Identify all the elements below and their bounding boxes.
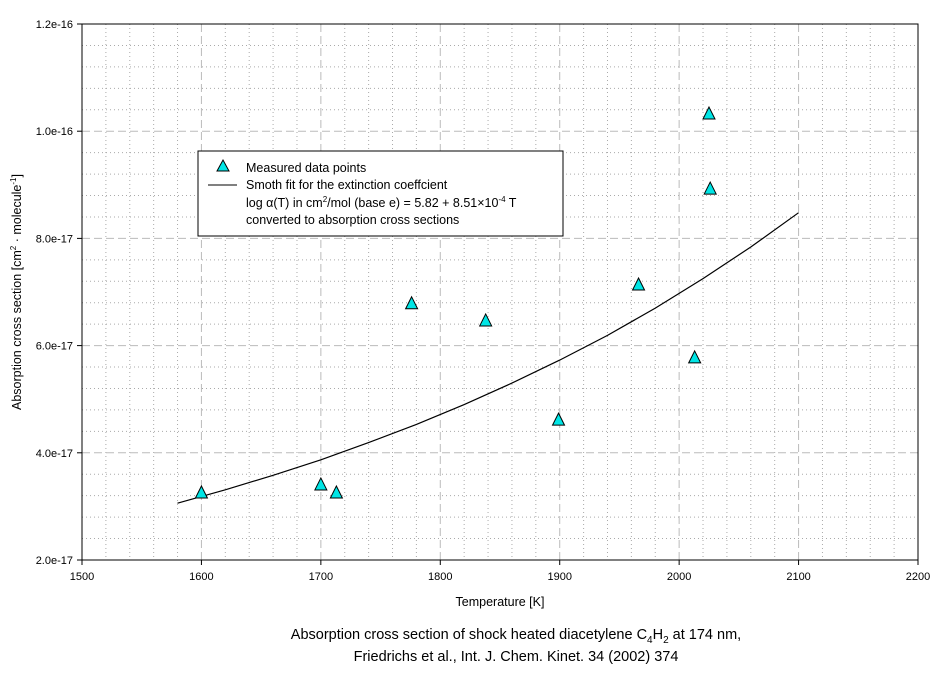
x-tick-label: 2200 [906,571,930,583]
x-tick-label: 1800 [428,571,452,583]
data-points-layer [194,105,718,499]
data-point-triangle [329,484,344,499]
y-tick-label: 2.0e-17 [36,555,73,567]
legend-entry-fit-formula: log α(T) in cm2/mol (base e) = 5.82 + 8.… [246,195,517,210]
data-point-triangle [478,312,493,327]
y-tick-label: 1.0e-16 [36,126,73,138]
data-point-triangle [631,276,646,291]
data-point-triangle [687,349,702,364]
legend-triangle-marker [216,158,230,172]
data-point-triangle [703,180,718,195]
x-tick-label: 1700 [309,571,333,583]
y-tick-label: 4.0e-17 [36,448,73,460]
y-axis-label: Absorption cross section [cm2 · molecule… [9,174,24,410]
x-tick-label: 2000 [667,571,691,583]
x-axis-label: Temperature [K] [456,595,545,609]
data-point-triangle [314,476,328,491]
axis-ticks: 1500 1600 1700 1800 1900 2000 2100 2200 2.0e-17 4… [36,19,931,583]
data-point-triangle [551,411,566,426]
legend: Measured data points Smoth fit for the e… [197,150,564,237]
y-tick-label: 1.2e-16 [36,19,73,31]
plot-frame [81,23,919,561]
legend-entry-fit: Smoth fit for the extinction coeffcient [246,178,448,192]
y-tick-label: 6.0e-17 [36,341,73,353]
fit-curve-layer [177,212,799,504]
x-tick-label: 1600 [189,571,213,583]
x-tick-label: 1900 [547,571,571,583]
legend-entry-measured: Measured data points [246,161,366,175]
legend-box [197,150,564,237]
fit-curve-line [177,212,799,504]
data-point-triangle [404,295,419,310]
legend-entry-fit-note: converted to absorption cross sections [246,213,459,227]
minor-grid [82,24,918,560]
caption-line-1: Absorption cross section of shock heated… [291,627,741,646]
x-tick-label: 2100 [786,571,810,583]
data-point-triangle [702,105,716,120]
data-point-triangle [194,484,209,499]
caption-line-2: Friedrichs et al., Int. J. Chem. Kinet. … [354,649,679,665]
major-grid [82,24,918,560]
x-tick-label: 1500 [70,571,94,583]
y-tick-label: 8.0e-17 [36,233,73,245]
